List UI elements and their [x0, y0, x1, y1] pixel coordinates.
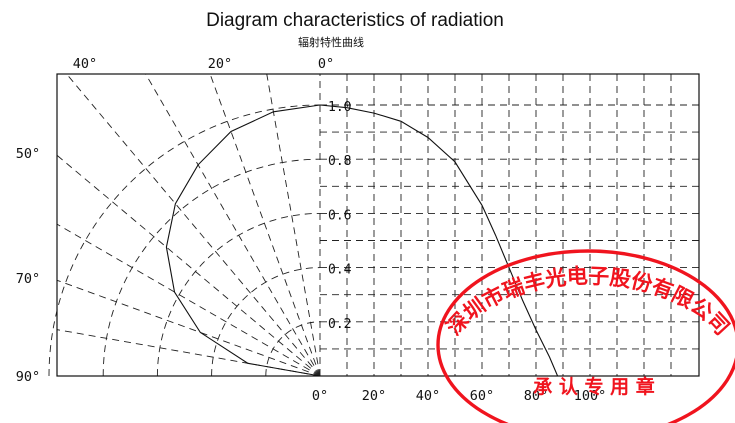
angle-ray: [56, 154, 321, 377]
radial-ring: [156, 212, 321, 377]
tick-label-top: 0°: [318, 56, 334, 72]
grid-layer: [48, 73, 699, 377]
angle-ray: [145, 73, 321, 377]
angle-ray: [66, 73, 321, 377]
chart-subtitle: 辐射特性曲线: [298, 35, 364, 49]
radial-ring: [211, 267, 321, 377]
tick-label-top: 20°: [208, 56, 232, 72]
tick-label-bottom: 20°: [362, 388, 386, 404]
tick-labels: 40° 20° 0°50°70°90°0° 20° 40° 60° 80° 100°1.00.…: [16, 56, 606, 404]
tick-label-top: 40°: [73, 56, 97, 72]
radial-tick-label: 0.8: [328, 154, 351, 169]
curve-layer: [165, 104, 559, 377]
cartesian-intensity-curve: [319, 104, 559, 377]
tick-label-left: 50°: [16, 146, 40, 162]
radial-tick-label: 0.6: [328, 208, 351, 223]
radial-tick-label: 0.2: [328, 317, 351, 332]
stamp-ring: [436, 249, 735, 423]
tick-label-bottom: 60°: [470, 388, 494, 404]
radial-ring: [48, 104, 321, 377]
angle-ray: [266, 73, 321, 377]
tick-label-bottom: 100°: [574, 388, 607, 404]
angle-ray: [56, 329, 321, 377]
angle-ray: [56, 279, 321, 377]
radial-tick-label: 0.4: [328, 263, 352, 278]
stamp-caption: 承 认 专 用 章: [533, 375, 654, 398]
tick-label-bottom: 40°: [416, 388, 440, 404]
tick-label-left: 90°: [16, 369, 40, 385]
tick-label-bottom: 80°: [524, 388, 548, 404]
plot-frame: [56, 73, 700, 377]
tick-label-bottom: 0°: [312, 388, 328, 404]
angle-ray: [56, 223, 321, 377]
angle-ray: [209, 73, 321, 377]
radial-ring: [102, 158, 321, 377]
polar-intensity-curve: [165, 104, 321, 377]
radial-ring: [265, 321, 321, 377]
chart-title: Diagram characteristics of radiation: [206, 10, 504, 31]
tick-label-left: 70°: [16, 271, 40, 287]
